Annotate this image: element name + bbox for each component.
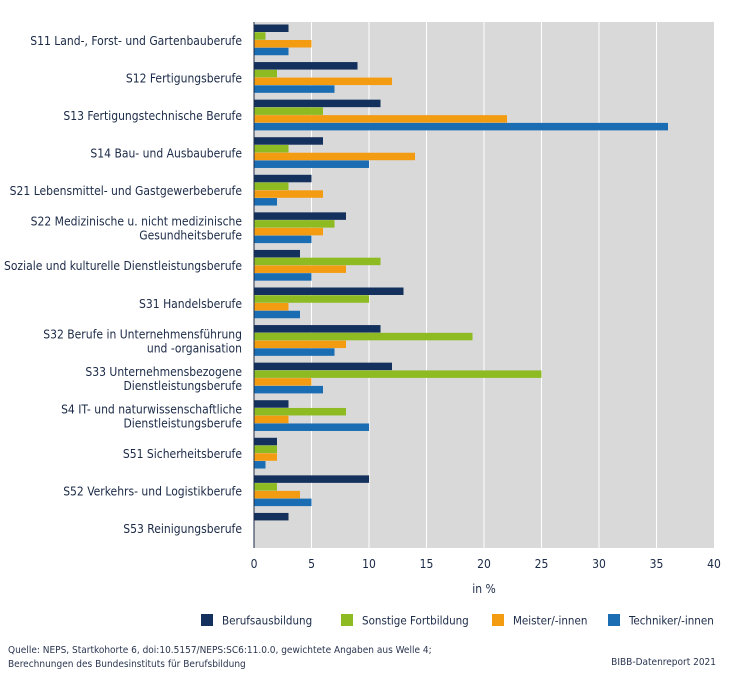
x-tick-label: 15: [420, 557, 434, 571]
bar-berufsausbildung: [254, 62, 358, 70]
category-label: S21 Lebensmittel- und Gastgewerbeberufe: [10, 184, 243, 198]
bar-meister-innen: [254, 190, 323, 198]
category-label: S11 Land-, Forst- und Gartenbauberufe: [30, 34, 242, 48]
bar-sonstige-fortbildung: [254, 407, 346, 416]
bar-berufsausbildung: [254, 437, 277, 446]
category-label: Gesundheitsberufe: [139, 229, 242, 243]
bar-meister-innen: [254, 415, 289, 424]
bar-sonstige-fortbildung: [254, 332, 473, 341]
bar-berufsausbildung: [254, 24, 289, 32]
bar-techniker-innen: [254, 498, 312, 507]
bar-techniker-innen: [254, 273, 312, 281]
bar-techniker-innen: [254, 385, 323, 394]
category-label: Dienstleistungsberufe: [123, 379, 242, 393]
category-label: S52 Verkehrs- und Logistikberufe: [63, 485, 242, 499]
legend-swatch: [492, 614, 504, 626]
category-label: S14 Bau- und Ausbauberufe: [90, 147, 242, 161]
bar-berufsausbildung: [254, 287, 404, 295]
category-label: und -organisation: [147, 341, 242, 355]
bar-berufsausbildung: [254, 400, 289, 408]
bar-sonstige-fortbildung: [254, 32, 266, 40]
bar-sonstige-fortbildung: [254, 107, 323, 115]
bar-berufsausbildung: [254, 475, 369, 483]
legend-swatch: [608, 614, 620, 626]
bar-berufsausbildung: [254, 99, 381, 108]
bar-meister-innen: [254, 40, 312, 48]
legend-label: Berufsausbildung: [222, 614, 312, 628]
category-label: S53 Reinigungsberufe: [123, 522, 242, 536]
bar-meister-innen: [254, 265, 346, 273]
bar-techniker-innen: [254, 310, 300, 319]
bar-techniker-innen: [254, 122, 668, 131]
bar-meister-innen: [254, 152, 415, 161]
legend-swatch: [341, 614, 353, 626]
category-label: S31 Handelsberufe: [139, 297, 242, 311]
legend-swatch: [201, 614, 213, 626]
bar-berufsausbildung: [254, 137, 323, 145]
bar-sonstige-fortbildung: [254, 182, 289, 191]
category-label: S32 Berufe in Unternehmensführung: [43, 327, 242, 341]
category-label: S22 Medizinische u. nicht medizinische: [31, 215, 243, 229]
x-tick-label: 30: [592, 557, 606, 571]
legend-label: Sonstige Fortbildung: [362, 614, 469, 628]
category-label: S12 Fertigungsberufe: [126, 71, 242, 85]
category-label: S4 IT- und naturwissenschaftliche: [61, 403, 242, 417]
bar-berufsausbildung: [254, 362, 392, 371]
legend-label: Techniker/-innen: [628, 614, 714, 628]
bar-berufsausbildung: [254, 212, 346, 220]
report-credit: BIBB-Datenreport 2021: [611, 657, 716, 668]
x-tick-label: 20: [477, 557, 491, 571]
bar-meister-innen: [254, 115, 507, 123]
x-tick-label: 5: [308, 557, 315, 571]
bar-techniker-innen: [254, 461, 266, 469]
bar-berufsausbildung: [254, 174, 312, 183]
bar-sonstige-fortbildung: [254, 370, 542, 378]
bar-techniker-innen: [254, 160, 369, 168]
bar-techniker-innen: [254, 47, 289, 56]
bar-sonstige-fortbildung: [254, 295, 369, 303]
bar-sonstige-fortbildung: [254, 257, 381, 266]
bar-meister-innen: [254, 490, 300, 499]
x-tick-label: 25: [535, 557, 549, 571]
category-label: Dienstleistungsberufe: [123, 417, 242, 431]
bar-berufsausbildung: [254, 512, 289, 521]
category-label: S33 Unternehmensbezogene: [85, 365, 242, 379]
bar-meister-innen: [254, 303, 289, 311]
bar-sonstige-fortbildung: [254, 483, 277, 491]
bar-techniker-innen: [254, 235, 312, 244]
bar-meister-innen: [254, 340, 346, 349]
legend-label: Meister/-innen: [513, 614, 587, 628]
x-tick-label: 10: [362, 557, 376, 571]
bar-sonstige-fortbildung: [254, 144, 289, 153]
x-tick-label: 40: [707, 557, 721, 571]
bar-techniker-innen: [254, 198, 277, 206]
bar-sonstige-fortbildung: [254, 445, 277, 454]
bar-meister-innen: [254, 227, 323, 236]
x-tick-label: 0: [251, 557, 258, 571]
category-label: S13 Fertigungstechnische Berufe: [63, 109, 242, 123]
bar-techniker-innen: [254, 348, 335, 356]
bar-sonstige-fortbildung: [254, 69, 277, 78]
bar-berufsausbildung: [254, 249, 300, 258]
x-axis-label: in %: [472, 582, 496, 596]
source-note-line-2: Berechnungen des Bundesinstituts für Ber…: [8, 659, 246, 670]
bar-sonstige-fortbildung: [254, 220, 335, 228]
bar-meister-innen: [254, 77, 392, 86]
bar-meister-innen: [254, 378, 312, 386]
bar-berufsausbildung: [254, 325, 381, 333]
bar-techniker-innen: [254, 423, 369, 431]
bar-techniker-innen: [254, 85, 335, 93]
bar-meister-innen: [254, 453, 277, 461]
category-label: S23 Soziale und kulturelle Dienstleistun…: [0, 259, 242, 273]
category-label: S51 Sicherheitsberufe: [123, 447, 242, 461]
x-tick-label: 35: [650, 557, 664, 571]
source-note-line-1: Quelle: NEPS, Startkohorte 6, doi:10.515…: [8, 645, 432, 656]
